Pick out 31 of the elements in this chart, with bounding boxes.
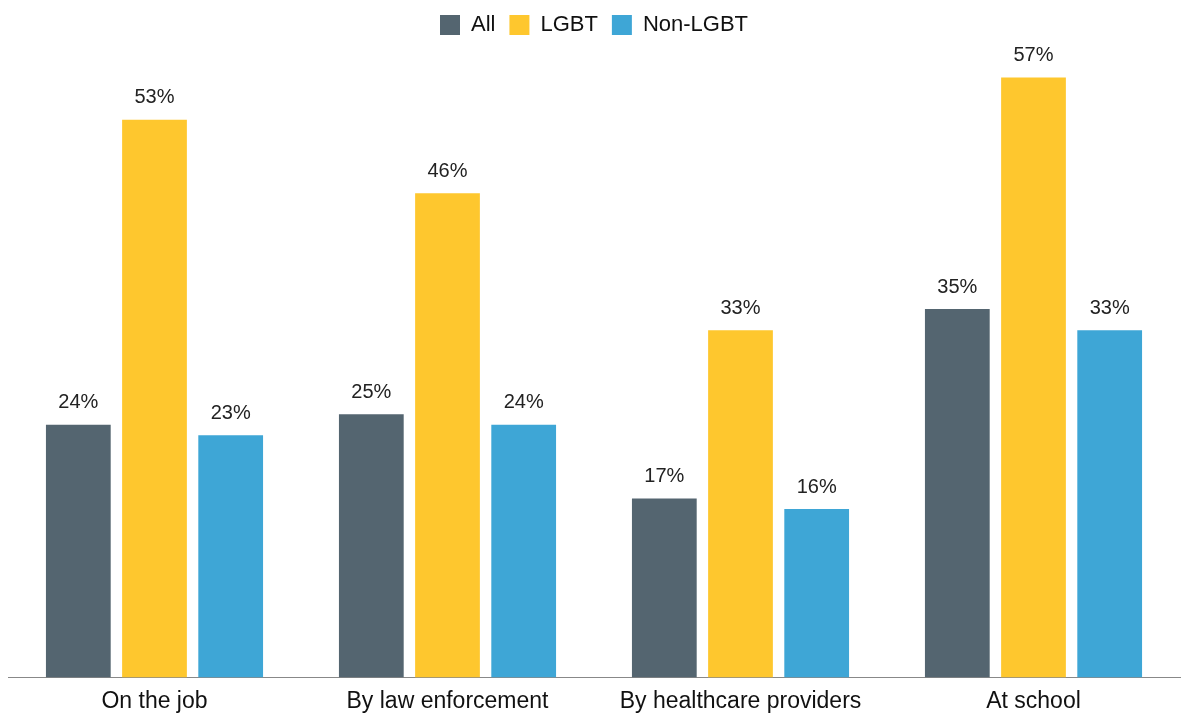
data-label: 17% (644, 464, 685, 487)
bar (784, 509, 850, 678)
data-label: 57% (1013, 43, 1054, 66)
bar (1001, 77, 1066, 678)
data-label: 33% (720, 295, 761, 318)
legend-label: Non-LGBT (642, 11, 749, 37)
bar (631, 498, 697, 678)
x-tick-label: By law enforcement (346, 686, 550, 713)
data-label: 24% (503, 390, 544, 413)
data-label: 23% (210, 400, 251, 423)
data-label: 25% (351, 379, 392, 402)
bar (708, 330, 773, 678)
bar (491, 424, 557, 678)
data-label: 24% (58, 390, 99, 413)
legend-label: LGBT (540, 11, 598, 37)
bar (122, 119, 187, 678)
legend-label: All (470, 11, 496, 37)
data-label: 33% (1089, 295, 1130, 318)
x-tick-label: At school (986, 686, 1081, 713)
data-label: 16% (796, 474, 837, 497)
bar (924, 309, 990, 678)
data-label: 46% (427, 158, 468, 181)
data-label: 35% (937, 274, 978, 297)
x-tick-label: By healthcare providers (619, 686, 862, 713)
data-label: 53% (134, 85, 175, 108)
x-tick-label: On the job (101, 686, 208, 713)
bar (338, 414, 404, 678)
bar (415, 193, 480, 678)
bar (198, 435, 264, 678)
bar (1077, 330, 1143, 678)
bar (45, 424, 111, 678)
